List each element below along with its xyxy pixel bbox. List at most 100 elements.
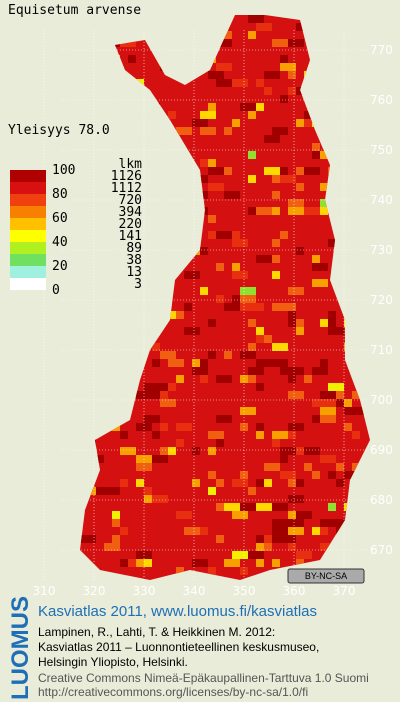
map-cell <box>256 359 264 367</box>
map-cell <box>112 519 120 527</box>
map-cell <box>248 175 256 183</box>
map-cell <box>296 119 304 127</box>
map-cell <box>248 367 264 375</box>
map-cell <box>296 367 304 375</box>
map-cell <box>304 167 320 175</box>
map-cell <box>312 399 328 407</box>
map-cell <box>208 351 216 359</box>
map-cell <box>176 375 184 383</box>
map-cell <box>264 71 280 79</box>
map-cell <box>200 127 216 135</box>
map-cell <box>312 367 328 375</box>
map-cell <box>176 439 184 447</box>
map-cell <box>80 535 96 543</box>
map-cell <box>256 543 264 551</box>
map-cell <box>288 39 304 47</box>
map-cell <box>288 287 304 295</box>
map-cell <box>168 383 176 391</box>
map-cell <box>240 295 256 303</box>
map-cell <box>312 415 320 423</box>
legend-swatch <box>10 266 46 278</box>
easting-label: 350 <box>233 584 256 598</box>
easting-label: 360 <box>283 584 306 598</box>
map-cell <box>280 447 296 455</box>
map-cell <box>144 383 160 391</box>
map-cell <box>208 183 224 191</box>
northing-label: 700 <box>370 393 393 407</box>
map-cell <box>192 271 200 279</box>
map-cell <box>264 543 272 551</box>
frequency: Yleisyys 78.0 <box>8 123 110 138</box>
map-cell <box>224 503 232 511</box>
map-cell <box>272 303 288 311</box>
legend-count: 13 <box>126 265 142 280</box>
map-cell <box>256 23 272 31</box>
map-cell <box>272 207 280 215</box>
map-cell <box>120 39 136 47</box>
map-cell <box>288 311 296 319</box>
map-cell <box>248 319 256 327</box>
map-cell <box>168 111 176 119</box>
map-cell <box>232 551 248 559</box>
map-cell <box>352 431 360 439</box>
map-cell <box>328 311 336 319</box>
map-cell <box>248 151 256 159</box>
map-cell <box>344 471 352 479</box>
map-cell <box>288 519 304 527</box>
map-cell <box>256 303 264 311</box>
map-cell <box>128 559 136 567</box>
map-cell <box>336 479 344 487</box>
footer-text: Lampinen, R., Lahti, T. & Heikkinen M. 2… <box>38 625 369 699</box>
map-cell <box>272 343 288 351</box>
map-cell <box>296 247 304 255</box>
map-cell <box>264 479 272 487</box>
map-cell <box>312 279 328 287</box>
map-cell <box>280 471 296 479</box>
map-cell <box>296 23 304 31</box>
map-cell <box>280 167 288 175</box>
map-cell <box>320 519 336 527</box>
map-cell <box>272 39 280 47</box>
map-cell <box>288 511 296 519</box>
map-cell <box>104 543 120 551</box>
map-cell <box>288 87 296 95</box>
map-cell <box>208 167 224 175</box>
map-cell <box>248 15 264 23</box>
legend-swatch <box>10 170 46 182</box>
map-cell <box>256 79 264 87</box>
map-cell <box>176 423 192 431</box>
map-cell <box>240 303 256 311</box>
license-line: Creative Commons Nimeä-Epäkaupallinen-Ta… <box>38 671 369 685</box>
map-cell <box>208 487 216 495</box>
map-cell <box>216 231 232 239</box>
map-cell <box>232 479 248 487</box>
legend-swatch <box>10 278 46 290</box>
map-cell <box>288 319 296 327</box>
map-cell <box>96 487 112 495</box>
map-cell <box>176 511 192 519</box>
map-cell <box>136 479 144 487</box>
map-cell <box>232 511 248 519</box>
map-cell <box>328 327 344 335</box>
legend-count: 220 <box>119 217 142 232</box>
map-cell <box>304 207 320 215</box>
map-cell <box>160 383 168 391</box>
map-cell <box>272 439 280 447</box>
map-cell <box>272 527 288 535</box>
map-cell <box>160 351 176 359</box>
map-cell <box>312 471 320 479</box>
legend-swatch <box>10 218 46 230</box>
map-cell <box>224 167 232 175</box>
map-cell <box>184 527 192 535</box>
map-cell <box>320 207 328 215</box>
atlas-link[interactable]: Kasviatlas 2011, www.luomus.fi/kasviatla… <box>38 603 317 620</box>
map-cell <box>288 71 296 79</box>
map-cell <box>152 391 160 399</box>
map-cell <box>256 103 264 111</box>
map-cell <box>136 559 144 567</box>
map-cell <box>272 239 280 247</box>
map-cell <box>288 543 296 551</box>
map-cell <box>144 487 152 495</box>
map-cell <box>208 103 216 111</box>
map-cell <box>272 191 280 199</box>
